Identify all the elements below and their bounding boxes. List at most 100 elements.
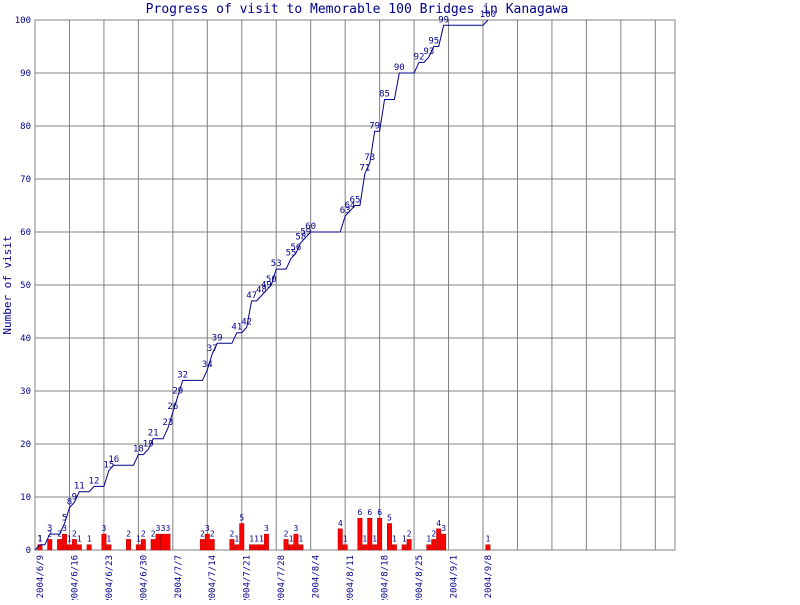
daily-bar-label: 3 (205, 524, 210, 533)
daily-bar (66, 544, 72, 551)
daily-bar-label: 1 (87, 535, 92, 544)
daily-bar (86, 544, 92, 551)
daily-bar (150, 539, 156, 551)
daily-bar-label: 1 (392, 535, 397, 544)
daily-bar-label: 3 (62, 524, 67, 533)
daily-bar (199, 539, 205, 551)
daily-bar-label: 1 (402, 535, 407, 544)
cumulative-label: 29 (172, 386, 183, 396)
daily-bar-label: 2 (47, 529, 52, 538)
cumulative-label: 19 (143, 439, 154, 449)
daily-bar (337, 528, 343, 551)
daily-bar (485, 544, 491, 551)
daily-bar (71, 539, 77, 551)
daily-bar-label: 6 (358, 508, 363, 517)
daily-bar-label: 2 (200, 529, 205, 538)
daily-bar (362, 544, 368, 551)
cumulative-label: 63 (340, 206, 351, 216)
x-tick-label: 2004/8/25 (415, 555, 425, 600)
daily-bar-label: 1 (298, 535, 303, 544)
daily-bar-label: 1 (234, 535, 239, 544)
y-tick-label: 0 (26, 546, 31, 556)
x-tick-label: 2004/9/1 (449, 555, 459, 598)
daily-bar-label: 3 (161, 524, 166, 533)
daily-bar (298, 544, 304, 551)
daily-bar-label: 3 (156, 524, 161, 533)
daily-bar (372, 544, 378, 551)
daily-bar-label: 1 (38, 535, 43, 544)
daily-bar (391, 544, 397, 551)
daily-bar-label: 6 (377, 508, 382, 517)
x-tick-label: 2004/9/8 (484, 555, 494, 598)
y-axis-title: Number of visit (1, 235, 14, 334)
cumulative-label: 42 (241, 317, 252, 327)
cumulative-labels: 1358911121516181921232629323437394142474… (37, 10, 496, 545)
cumulative-label: 23 (163, 418, 174, 428)
cumulative-label: 37 (207, 344, 218, 354)
cumulative-label: 58 (295, 233, 306, 243)
daily-bar-label: 1 (486, 535, 491, 544)
cumulative-label: 9 (72, 492, 77, 502)
x-tick-label: 2004/6/9 (36, 555, 46, 598)
cumulative-label: 93 (423, 47, 434, 57)
daily-bar-label: 1 (67, 535, 72, 544)
cumulative-label: 59 (300, 227, 311, 237)
daily-bar (263, 533, 269, 551)
daily-bar-label: 2 (210, 529, 215, 538)
y-tick-label: 20 (20, 440, 31, 450)
cumulative-label: 92 (414, 52, 425, 62)
daily-bar-label: 1 (254, 535, 259, 544)
cumulative-label: 55 (286, 249, 297, 259)
cumulative-label: 15 (103, 461, 114, 471)
y-tick-label: 50 (20, 281, 31, 291)
cumulative-label: 41 (231, 323, 242, 333)
daily-bar (288, 544, 294, 551)
daily-bar-label: 2 (407, 529, 412, 538)
daily-bar (101, 533, 107, 551)
daily-bar (254, 544, 260, 551)
x-tick-label: 2004/8/11 (346, 555, 356, 600)
cumulative-label: 21 (148, 429, 159, 439)
y-tick-label: 60 (20, 228, 31, 238)
cumulative-label: 50 (266, 275, 277, 285)
daily-bar (406, 539, 412, 551)
y-tick-label: 80 (20, 122, 31, 132)
daily-bar (62, 533, 68, 551)
daily-bar (436, 528, 442, 551)
daily-bar (386, 523, 392, 551)
cumulative-label: 64 (345, 201, 356, 211)
cumulative-label: 12 (89, 476, 100, 486)
cumulative-line-group (34, 19, 489, 551)
daily-bar-label: 1 (106, 535, 111, 544)
daily-bar-label: 5 (239, 514, 244, 523)
x-tick-label: 2004/8/18 (381, 555, 391, 600)
x-tick-label: 2004/6/16 (70, 555, 80, 600)
y-tick-label: 70 (20, 175, 31, 185)
cumulative-label: 65 (350, 196, 361, 206)
cumulative-label: 60 (305, 222, 316, 232)
x-tick-label: 2004/7/28 (277, 555, 287, 600)
daily-bar (367, 517, 373, 551)
daily-bar (135, 544, 141, 551)
cumulative-label: 49 (261, 280, 272, 290)
daily-bar-label: 5 (387, 514, 392, 523)
daily-bar-label: 6 (367, 508, 372, 517)
cumulative-label: 5 (62, 514, 67, 524)
y-axis: 0 10 20 30 40 50 60 70 80 90 100 (15, 16, 31, 556)
daily-bar (239, 523, 245, 551)
cumulative-label: 85 (379, 90, 390, 100)
daily-bar (293, 533, 299, 551)
daily-bar-label: 3 (294, 524, 299, 533)
cumulative-label: 100 (480, 10, 496, 20)
daily-bar-label: 1 (136, 535, 141, 544)
cumulative-label: 73 (364, 153, 375, 163)
cumulative-label: 99 (438, 15, 449, 25)
cumulative-label: 53 (271, 259, 282, 269)
cumulative-label: 8 (67, 498, 72, 508)
cumulative-label: 79 (369, 121, 380, 131)
daily-bar-label: 4 (436, 519, 441, 528)
daily-bar (441, 533, 447, 551)
daily-bar-label: 2 (72, 529, 77, 538)
